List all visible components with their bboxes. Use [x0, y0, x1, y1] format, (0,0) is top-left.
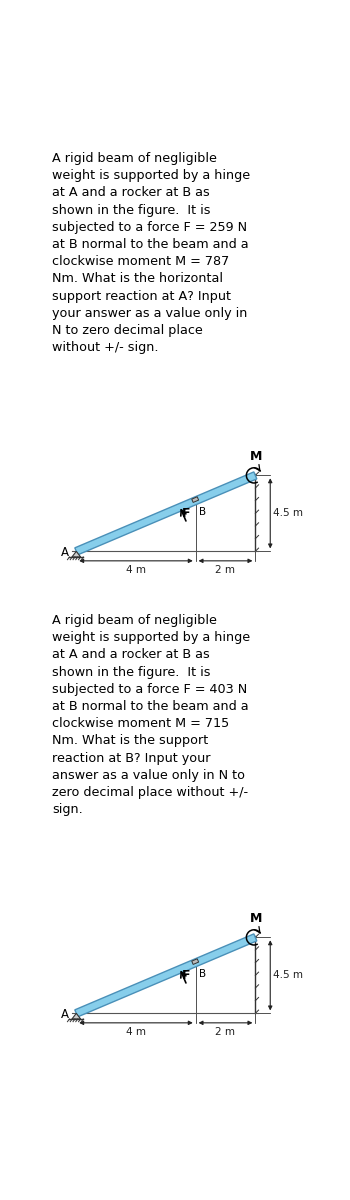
Text: A rigid beam of negligible
weight is supported by a hinge
at A and a rocker at B: A rigid beam of negligible weight is sup…: [52, 614, 250, 816]
Text: F: F: [181, 970, 190, 983]
Text: 2 m: 2 m: [216, 565, 236, 575]
Text: B: B: [199, 506, 206, 517]
Text: 4.5 m: 4.5 m: [273, 509, 303, 518]
Text: B: B: [199, 968, 206, 979]
Text: 4 m: 4 m: [126, 565, 146, 575]
Text: 4.5 m: 4.5 m: [273, 971, 303, 980]
Polygon shape: [192, 959, 199, 965]
Text: M: M: [250, 450, 262, 463]
Text: A: A: [61, 546, 69, 559]
Polygon shape: [192, 497, 199, 503]
Text: M: M: [250, 912, 262, 925]
Text: A: A: [61, 1008, 69, 1021]
Polygon shape: [72, 1013, 80, 1019]
Text: 4 m: 4 m: [126, 1027, 146, 1037]
Text: 2 m: 2 m: [216, 1027, 236, 1037]
Polygon shape: [75, 934, 257, 1016]
Text: A rigid beam of negligible
weight is supported by a hinge
at A and a rocker at B: A rigid beam of negligible weight is sup…: [52, 152, 250, 354]
Text: F: F: [181, 508, 190, 521]
Polygon shape: [75, 472, 257, 554]
Polygon shape: [72, 551, 80, 557]
